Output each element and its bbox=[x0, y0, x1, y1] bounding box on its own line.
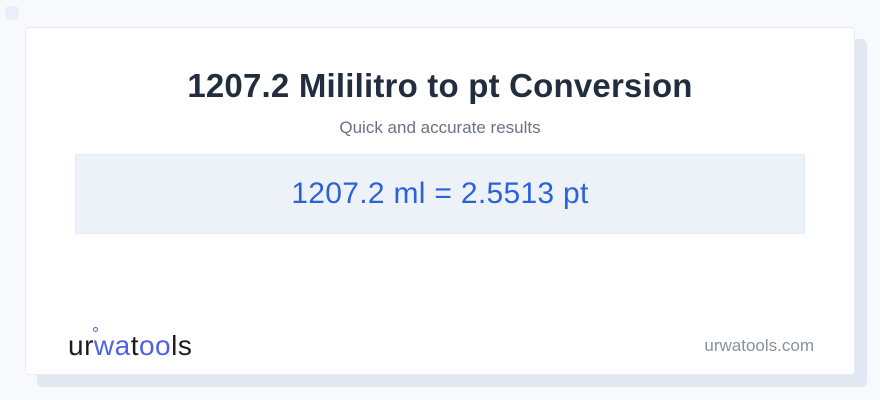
logo-part-ur: ur bbox=[68, 330, 94, 361]
logo-part-wa: wa bbox=[92, 327, 131, 360]
logo-part-ls: ls bbox=[171, 330, 193, 361]
result-box: 1207.2 ml = 2.5513 pt bbox=[75, 154, 805, 234]
conversion-card: 1207.2 Mililitro to pt Conversion Quick … bbox=[25, 27, 855, 375]
logo-part-oo: oo bbox=[138, 330, 172, 361]
logo-ring-icon bbox=[92, 327, 98, 332]
card-footer: ur watools urwatools.com bbox=[68, 327, 814, 362]
urwatools-logo[interactable]: ur watools bbox=[68, 327, 193, 362]
conversion-result: 1207.2 ml = 2.5513 pt bbox=[291, 177, 589, 210]
logo-part-t: t bbox=[130, 330, 139, 361]
page-subtitle: Quick and accurate results bbox=[339, 118, 541, 137]
decor-square bbox=[5, 6, 19, 20]
page-title: 1207.2 Mililitro to pt Conversion bbox=[187, 67, 693, 104]
website-link[interactable]: urwatools.com bbox=[704, 336, 814, 355]
